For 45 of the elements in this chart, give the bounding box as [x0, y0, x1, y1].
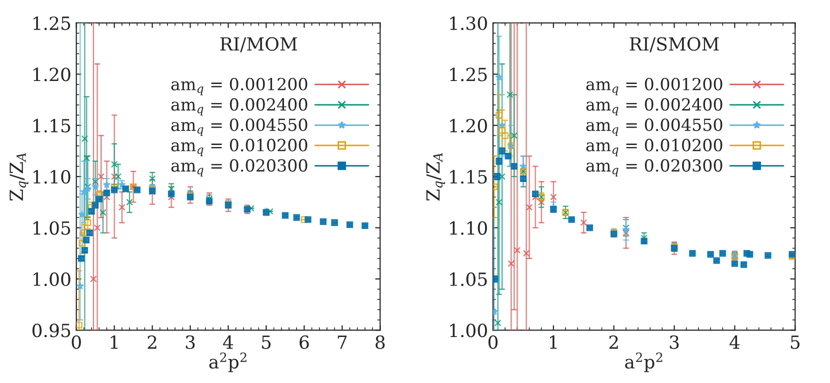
x-tick-label: 0 — [72, 335, 81, 349]
x-tick-label: 3 — [670, 335, 679, 349]
legend-label: am$_{q}$ = 0.004550 — [586, 118, 722, 136]
y-axis-title: Z$_{q}$/Z$_{A}$ — [10, 152, 28, 201]
x-tick-label: 1 — [110, 335, 118, 349]
y-tick-label: 1.05 — [450, 272, 487, 286]
x-tick-label: 2 — [609, 335, 618, 349]
y-tick-label: 1.20 — [34, 68, 70, 82]
x-tick-label: 5 — [790, 336, 800, 349]
x-tick-label: 6 — [300, 335, 309, 349]
y-tick-label: 1.10 — [34, 170, 70, 184]
y-axis-title: Z$_{q}$/Z$_{A}$ — [426, 152, 446, 201]
y-tick-label: 1.00 — [450, 324, 487, 338]
y-tick-label: 1.05 — [34, 221, 70, 235]
legend-label: am$_{q}$ = 0.010200 — [171, 138, 308, 156]
x-tick-label: 5 — [262, 336, 271, 349]
y-tick-label: 1.25 — [34, 16, 70, 30]
y-tick-label: 1.10 — [450, 221, 487, 235]
x-tick-label: 8 — [376, 335, 385, 349]
x-tick-label: 1 — [550, 335, 557, 349]
legend-label: am$_{q}$ = 0.010200 — [586, 138, 722, 156]
legend-label: am$_{q}$ = 0.020300 — [171, 159, 308, 177]
y-tick-label: 1.25 — [450, 68, 487, 82]
x-tick-label: 4 — [730, 335, 740, 349]
x-tick-label: 2 — [148, 335, 156, 349]
legend-label: am$_{q}$ = 0.004550 — [171, 118, 308, 136]
legend-label: am$_{q}$ = 0.001200 — [586, 78, 722, 96]
x-axis-title: a$^{2}$p$^{2}$ — [209, 352, 246, 372]
y-tick-label: 1.15 — [450, 170, 487, 184]
x-tick-label: 3 — [186, 335, 195, 349]
legend-label: am$_{q}$ = 0.002400 — [171, 98, 308, 116]
x-tick-label: 0 — [488, 335, 498, 349]
text: RI/MOM — [220, 37, 298, 52]
y-tick-label: 0.95 — [32, 324, 70, 338]
x-axis-title: a$^{2}$p$^{2}$ — [625, 352, 662, 372]
y-tick-label: 1.20 — [450, 118, 487, 132]
legend-label: am$_{q}$ = 0.020300 — [586, 159, 722, 177]
y-tick-label: 1.00 — [34, 272, 70, 286]
x-tick-label: 4 — [223, 335, 234, 349]
text: RI/SMOM — [630, 37, 719, 52]
legend-label: am$_{q}$ = 0.002400 — [586, 98, 722, 116]
legend-label: am$_{q}$ = 0.001200 — [171, 78, 308, 96]
y-tick-label: 1.15 — [34, 118, 70, 132]
y-tick-label: 1.30 — [450, 16, 487, 30]
x-tick-label: 7 — [338, 336, 347, 349]
